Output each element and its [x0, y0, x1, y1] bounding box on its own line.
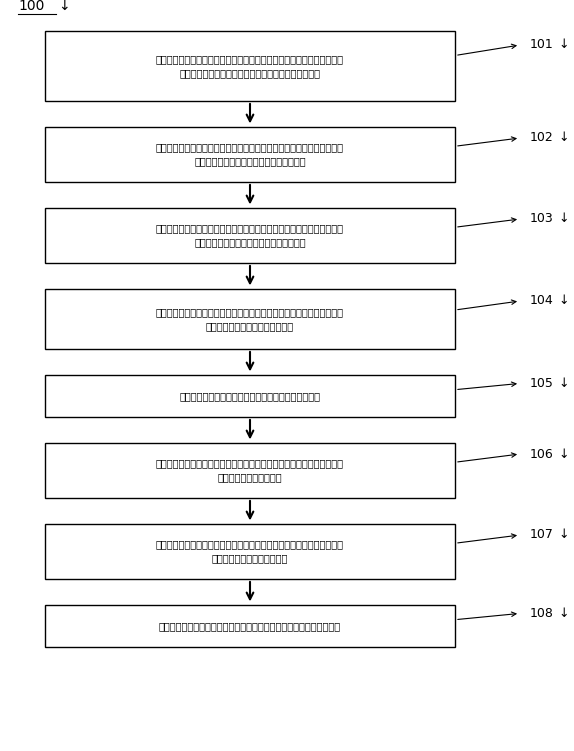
Text: ↓: ↓ [558, 131, 568, 144]
Text: 104: 104 [530, 294, 554, 307]
Bar [45, 127, 455, 182]
Text: 计算在每种类别的风况数据下，污染物浓度数据的第二升高概率、第二持
平概率和第二降低概率；: 计算在每种类别的风况数据下，污染物浓度数据的第二升高概率、第二持 平概率和第二降… [156, 459, 344, 482]
Text: ↓: ↓ [558, 213, 568, 225]
Text: 101: 101 [530, 38, 554, 52]
Text: 根据相邻的两个污染物浓度数据的趋势，计算多个污染物浓度数据中的第
一升高概率、第一持平概率和第一降低概率: 根据相邻的两个污染物浓度数据的趋势，计算多个污染物浓度数据中的第 一升高概率、第… [156, 224, 344, 248]
Text: ↓: ↓ [558, 448, 568, 460]
Bar [45, 31, 455, 101]
Text: 107: 107 [530, 529, 554, 541]
Text: ↓: ↓ [58, 0, 69, 13]
Text: 108: 108 [530, 607, 554, 620]
Text: 获取预设时长内的气象条件信息；所述气象条件信息包括与每个污染物浓
度数据的时间戳相对应的风况数据: 获取预设时长内的气象条件信息；所述气象条件信息包括与每个污染物浓 度数据的时间戳… [156, 307, 344, 331]
Text: 106: 106 [530, 448, 554, 460]
Text: ↓: ↓ [558, 38, 568, 52]
Bar [45, 524, 455, 579]
Text: 根据污染物浓度数据的时间戳，计算相邻的两个污染物浓度数据的趋势；
所述趋势包括升高、持平和降低中的某一种: 根据污染物浓度数据的时间戳，计算相邻的两个污染物浓度数据的趋势； 所述趋势包括升… [156, 143, 344, 167]
Text: 102: 102 [530, 131, 554, 144]
Bar [45, 605, 455, 647]
Bar [45, 443, 455, 498]
Text: ↓: ↓ [558, 377, 568, 390]
Text: 计算所述第二升高概率与第一升高概率的第一差値，所述第二降低概率与
所述第一降低概率的第二差値: 计算所述第二升高概率与第一升高概率的第一差値，所述第二降低概率与 所述第一降低概… [156, 539, 344, 563]
Bar [45, 289, 455, 349]
Text: 103: 103 [530, 213, 554, 225]
Text: 根据所述第一差値和所述第二差値，确定污染物的来源方向和消散方向: 根据所述第一差値和所述第二差値，确定污染物的来源方向和消散方向 [159, 621, 341, 631]
Text: ↓: ↓ [558, 607, 568, 620]
Text: ↓: ↓ [558, 294, 568, 307]
Bar [45, 375, 455, 417]
Text: 105: 105 [530, 377, 554, 390]
Text: ↓: ↓ [558, 529, 568, 541]
Bar [45, 208, 455, 263]
Text: 根据风况数据，对风况进行分类，得到风况的多个类别: 根据风况数据，对风况进行分类，得到风况的多个类别 [180, 391, 320, 401]
Text: 获取预设时长内监测设备采集的污染物浓度信息；所述污染物浓度信息包
括多个污染物浓度数据和每个污染物浓度数据的时间戳: 获取预设时长内监测设备采集的污染物浓度信息；所述污染物浓度信息包 括多个污染物浓… [156, 54, 344, 78]
Text: 100: 100 [18, 0, 44, 13]
